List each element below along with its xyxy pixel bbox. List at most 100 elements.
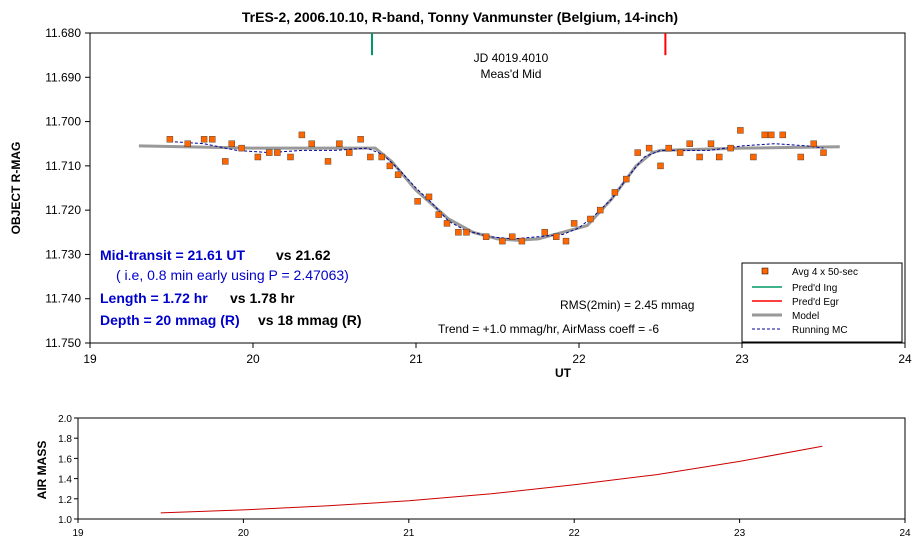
airmass-x-tick-label: 21 (403, 528, 415, 539)
data-point (541, 229, 548, 236)
data-point (623, 175, 630, 183)
airmass-plot-frame (77, 417, 906, 520)
airmass-y-tick-label: 1.2 (58, 495, 72, 506)
data-point (727, 144, 734, 152)
y-tick-label: 11.690 (45, 70, 81, 84)
data-point (761, 131, 768, 139)
data-point (287, 153, 294, 161)
data-point (657, 162, 664, 170)
legend-marker-avg (761, 267, 769, 275)
x-tick-label: 20 (246, 352, 260, 366)
airmass-x-tick-label: 20 (238, 528, 250, 539)
airmass-y-tick-label: 1.4 (58, 475, 72, 486)
data-point (414, 198, 421, 205)
airmass-x-tick-label: 24 (899, 528, 911, 539)
data-point (686, 140, 693, 147)
mid-transit-pred: vs 21.62 (276, 247, 331, 263)
data-point (222, 158, 229, 165)
data-point (737, 127, 744, 134)
data-point (509, 233, 516, 240)
y-tick-label: 11.730 (45, 247, 81, 261)
chart-marks: 19 20 21 22 23 24 11.680 11.690 11.700 11.710 11.7… (45, 26, 912, 539)
data-point (587, 215, 594, 223)
x-tick-label: 22 (572, 352, 586, 366)
data-point (266, 149, 273, 156)
trend-annotation: Trend = +1.0 mmag/hr, AirMass coeff = -6 (438, 322, 659, 336)
data-point (676, 149, 684, 156)
main-x-axis-label: UT (555, 366, 572, 380)
y-tick-label: 11.700 (45, 115, 81, 129)
data-point (696, 153, 703, 161)
data-point (324, 158, 332, 165)
airmass-y-tick-label: 1.0 (58, 515, 72, 526)
mid-transit-annotation: Mid-transit = 21.61 UT (100, 247, 246, 263)
airmass-y-tick-label: 1.6 (58, 454, 72, 465)
length-annotation: Length = 1.72 hr (100, 290, 208, 306)
main-plot-frame (89, 32, 906, 344)
main-chart-title: TrES-2, 2006.10.10, R-band, Tonny Vanmun… (242, 9, 678, 25)
data-point (435, 211, 442, 218)
airmass-y-tick-label: 1.8 (58, 434, 72, 445)
depth-pred: vs 18 mmag (R) (258, 312, 361, 328)
data-point (357, 136, 364, 143)
data-point (611, 189, 619, 196)
y-tick-label: 11.740 (45, 292, 81, 306)
data-point (346, 149, 353, 156)
airmass-x-tick-label: 19 (72, 528, 84, 539)
data-point (665, 144, 672, 152)
data-point (254, 153, 262, 161)
data-point (209, 136, 216, 143)
airmass-line (160, 445, 823, 514)
data-point (394, 171, 402, 178)
data-point (810, 140, 817, 147)
data-point (518, 237, 526, 245)
airmass-x-tick-label: 22 (569, 528, 581, 539)
jd-annotation: JD 4019.4010 (474, 51, 549, 65)
data-point (386, 162, 394, 170)
data-point (820, 149, 827, 156)
data-point (463, 229, 470, 236)
depth-annotation: Depth = 20 mmag (R) (100, 312, 240, 328)
model-line (138, 144, 840, 242)
data-point (228, 140, 236, 147)
data-point (378, 153, 385, 161)
data-point (562, 237, 570, 245)
y-tick-label: 11.680 (45, 26, 81, 40)
data-point (570, 220, 578, 227)
data-point (455, 229, 462, 236)
data-point (768, 131, 775, 139)
airmass-y-axis-label: AIR MASS (35, 441, 49, 500)
data-point (482, 233, 490, 240)
data-point (779, 131, 786, 139)
measd-mid-annotation: Meas'd Mid (481, 67, 542, 81)
legend-label-ingress: Pred'd Ing (792, 283, 837, 294)
data-point (716, 153, 723, 161)
data-point (597, 206, 604, 214)
data-point (308, 140, 315, 147)
x-tick-label: 24 (898, 352, 912, 366)
data-point (425, 193, 433, 201)
data-point (367, 153, 374, 161)
y-tick-label: 11.750 (45, 336, 81, 350)
data-point (274, 149, 281, 156)
airmass-y-tick-label: 2.0 (58, 414, 72, 425)
data-point (797, 153, 804, 161)
data-point (499, 237, 506, 245)
y-tick-label: 11.720 (45, 203, 81, 217)
legend-label-egress: Pred'd Egr (792, 297, 840, 308)
early-note-annotation: ( i.e, 0.8 min early using P = 2.47063) (116, 267, 349, 283)
x-tick-label: 19 (83, 352, 97, 366)
main-y-axis-label: OBJECT R-MAG (9, 142, 23, 235)
data-point (634, 149, 641, 156)
data-point (298, 131, 306, 139)
rms-annotation: RMS(2min) = 2.45 mmag (560, 298, 694, 312)
data-point (200, 136, 208, 143)
data-point (443, 220, 451, 227)
y-tick-label: 11.710 (45, 159, 81, 173)
legend-label-avg: Avg 4 x 50-sec (792, 267, 858, 278)
data-point (645, 144, 653, 152)
legend-label-running: Running MC (792, 325, 848, 336)
data-point (750, 153, 757, 161)
